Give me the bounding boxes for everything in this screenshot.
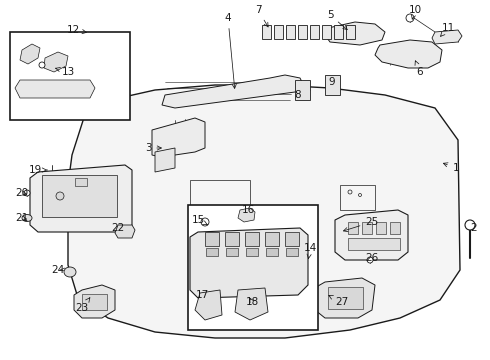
Bar (322, 25, 331, 39)
Bar (286, 25, 295, 39)
Text: 10: 10 (409, 5, 421, 19)
Bar (340, 185, 375, 210)
Bar (310, 25, 319, 39)
Polygon shape (195, 290, 222, 320)
Polygon shape (68, 85, 460, 338)
Circle shape (367, 257, 373, 263)
Text: 25: 25 (343, 217, 379, 232)
Circle shape (201, 218, 209, 226)
Ellipse shape (64, 267, 76, 277)
Bar (226, 248, 238, 256)
Text: 16: 16 (242, 205, 255, 215)
Polygon shape (30, 165, 132, 232)
Bar (262, 25, 271, 39)
Text: 15: 15 (192, 215, 208, 225)
Circle shape (465, 220, 475, 230)
Polygon shape (115, 225, 135, 238)
Bar (295, 80, 310, 100)
Bar (82, 294, 107, 310)
Bar (390, 222, 400, 234)
Bar (334, 25, 343, 39)
Text: 19: 19 (28, 165, 47, 175)
Bar (75, 178, 87, 186)
Text: 26: 26 (366, 253, 379, 263)
Bar (298, 25, 307, 39)
Bar (274, 25, 283, 39)
Bar (188, 205, 318, 330)
Bar (42, 175, 117, 217)
Text: 2: 2 (471, 223, 477, 233)
Polygon shape (315, 278, 375, 318)
Bar (245, 232, 259, 246)
Polygon shape (235, 288, 268, 320)
Text: 17: 17 (196, 290, 209, 300)
Bar (206, 248, 218, 256)
Polygon shape (190, 228, 308, 298)
Text: 27: 27 (329, 296, 348, 307)
Text: 8: 8 (294, 90, 301, 100)
Polygon shape (335, 210, 408, 260)
Text: 21: 21 (15, 213, 28, 223)
Text: 3: 3 (145, 143, 161, 153)
Text: 14: 14 (303, 243, 317, 259)
Bar (346, 25, 355, 39)
Bar (266, 248, 278, 256)
Circle shape (24, 190, 30, 196)
Circle shape (39, 62, 45, 68)
Bar (265, 232, 279, 246)
Bar (362, 222, 372, 234)
Bar (376, 222, 386, 234)
Text: 6: 6 (415, 61, 423, 77)
Polygon shape (155, 148, 175, 172)
Polygon shape (325, 22, 385, 45)
Bar (328, 287, 363, 309)
Text: 23: 23 (75, 298, 90, 313)
Polygon shape (152, 118, 205, 158)
Bar (190, 180, 250, 225)
Polygon shape (44, 52, 68, 72)
Polygon shape (15, 80, 95, 98)
Polygon shape (432, 30, 462, 44)
Text: 12: 12 (66, 25, 86, 35)
Text: 9: 9 (329, 77, 335, 87)
Text: 7: 7 (255, 5, 268, 27)
Ellipse shape (22, 215, 32, 221)
Polygon shape (238, 208, 255, 222)
Text: 24: 24 (51, 265, 65, 275)
Text: 11: 11 (441, 23, 455, 36)
Text: 5: 5 (327, 10, 347, 30)
Bar (348, 238, 400, 250)
Bar (348, 222, 358, 234)
Circle shape (56, 192, 64, 200)
Circle shape (406, 14, 414, 22)
Polygon shape (162, 75, 305, 108)
Bar (286, 248, 298, 256)
Bar (10, 32, 130, 120)
Polygon shape (375, 40, 442, 68)
Text: 1: 1 (443, 163, 459, 173)
Polygon shape (74, 285, 115, 318)
Bar (205, 232, 219, 246)
Polygon shape (20, 44, 40, 64)
Bar (225, 232, 239, 246)
Text: 20: 20 (16, 188, 28, 198)
Text: 4: 4 (225, 13, 236, 89)
Text: 22: 22 (111, 223, 124, 233)
Bar (285, 232, 299, 246)
Text: 18: 18 (245, 297, 259, 307)
Text: 13: 13 (56, 67, 74, 77)
Bar (246, 248, 258, 256)
Bar (325, 75, 340, 95)
